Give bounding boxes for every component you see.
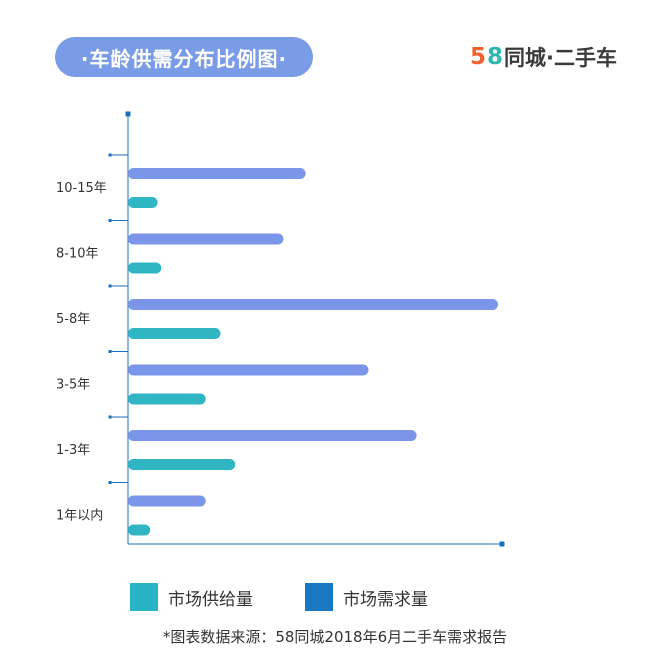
bar-supply — [128, 524, 151, 536]
legend-item-supply: 市场供给量 — [130, 583, 253, 611]
y-tick-label: 10-15年 — [56, 181, 107, 196]
y-axis-tick-dot — [108, 415, 112, 419]
legend-item-demand: 市场需求量 — [305, 583, 428, 611]
y-tick-label: 3-5年 — [56, 378, 90, 393]
bar-supply — [128, 262, 162, 274]
bar-supply — [128, 197, 158, 208]
bar-supply — [128, 459, 236, 470]
y-axis-tick-dot — [108, 219, 112, 222]
bar-demand — [128, 299, 498, 310]
y-axis-tick-dot — [108, 153, 112, 157]
bar-supply — [128, 393, 206, 405]
y-tick-label: 8-10年 — [56, 247, 99, 262]
bar-demand — [128, 168, 306, 179]
y-axis-tick-dot — [108, 481, 112, 484]
bar-demand — [128, 495, 206, 507]
y-axis-tick-dot — [108, 284, 112, 288]
chart-title-pill: ·车龄供需分布比例图· — [55, 37, 313, 77]
y-axis-tick-dot — [108, 350, 112, 353]
bar-demand — [128, 233, 284, 245]
brand-logo-digit-5: 5 — [470, 44, 487, 70]
legend-swatch-supply — [130, 583, 158, 611]
y-tick-label: 1-3年 — [56, 443, 90, 458]
y-tick-label: 1年以内 — [56, 508, 103, 524]
brand-logo-text: 同城·二手车 — [504, 46, 618, 70]
y-tick-label: 5-8年 — [56, 312, 90, 327]
legend-label-supply: 市场供给量 — [168, 589, 253, 610]
legend-label-demand: 市场需求量 — [343, 589, 428, 610]
bar-demand — [128, 430, 417, 441]
x-axis-end-marker — [499, 541, 505, 547]
bar-demand — [128, 364, 369, 376]
bar-supply — [128, 328, 221, 339]
brand-logo: 5 8 同城·二手车 — [470, 42, 617, 72]
source-footnote: *图表数据来源：58同城2018年6月二手车需求报告 — [162, 628, 508, 646]
legend-swatch-demand — [305, 583, 333, 611]
y-axis-end-marker — [125, 111, 131, 117]
brand-logo-digit-8: 8 — [487, 44, 504, 70]
